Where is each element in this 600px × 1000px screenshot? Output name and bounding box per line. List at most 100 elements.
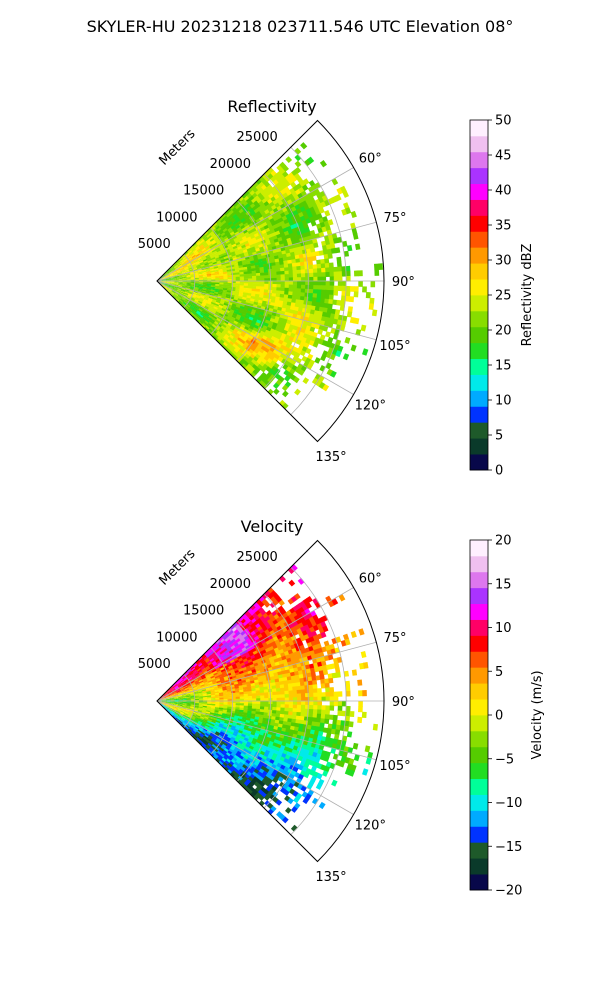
- colorbar-swatch: [470, 247, 488, 264]
- radial-tick-label: 15000: [183, 604, 224, 619]
- angle-tick-label: 135°: [315, 870, 346, 885]
- colorbar-tick-label: 30: [495, 254, 512, 269]
- colorbar-swatch: [470, 603, 488, 620]
- colorbar-swatch: [470, 374, 488, 391]
- velocity-colorbar: Velocity (m/s) −20 −15 −10 −5 0 5 10 15 20: [469, 534, 545, 899]
- angle-tick-label: 60°: [359, 151, 382, 166]
- colorbar-swatch: [470, 358, 488, 375]
- radial-tick-label: 5000: [138, 657, 171, 672]
- colorbar-tick-label: 5: [495, 429, 503, 444]
- colorbar-tick-label: −20: [495, 884, 522, 899]
- angle-tick-label: 90°: [392, 275, 415, 290]
- azimuth-spoke: [156, 700, 377, 761]
- colorbar-tick-label: 20: [495, 324, 512, 339]
- colorbar-tick-label: 35: [495, 219, 512, 234]
- colorbar-swatch: [470, 310, 488, 328]
- colorbar-tick-label: 45: [495, 149, 512, 164]
- radial-tick-label: 20000: [210, 577, 251, 592]
- colorbar-swatch: [470, 151, 488, 169]
- reflectivity-panel: Reflectivity Meters 5000 10000 15000 20000 2…: [138, 97, 535, 479]
- colorbar-swatch: [470, 842, 488, 859]
- colorbar-tick-label: 0: [495, 464, 503, 479]
- angle-tick-label: 75°: [383, 631, 406, 646]
- colorbar-tick-label: 15: [495, 359, 512, 374]
- azimuth-spoke: [156, 700, 354, 815]
- colorbar-swatch: [470, 667, 488, 684]
- colorbar-swatch: [470, 540, 488, 557]
- polar-grid: [156, 119, 385, 443]
- colorbar-swatch: [470, 263, 488, 280]
- azimuth-spoke: [156, 587, 354, 702]
- azimuth-spoke: [156, 280, 377, 341]
- colorbar-swatch: [470, 390, 488, 407]
- angle-tick-label: 105°: [379, 759, 410, 774]
- colorbar-swatch: [470, 762, 488, 780]
- colorbar-swatch: [470, 571, 488, 589]
- colorbar-label: Velocity (m/s): [530, 670, 545, 759]
- angle-tick-label: 135°: [315, 450, 346, 465]
- colorbar-swatch: [470, 651, 488, 668]
- radial-tick-label: 5000: [138, 237, 171, 252]
- colorbar-tick-label: 10: [495, 621, 512, 636]
- colorbar-swatch: [470, 874, 488, 891]
- azimuth-spoke: [156, 641, 377, 702]
- colorbar-tick-label: −5: [495, 752, 514, 767]
- colorbar-tick-label: −15: [495, 840, 522, 855]
- colorbar-swatch: [470, 746, 488, 764]
- angle-tick-label: 60°: [359, 571, 382, 586]
- colorbar-swatch: [470, 635, 488, 652]
- colorbar-swatch: [470, 715, 488, 732]
- angle-tick-label: 105°: [379, 339, 410, 354]
- colorbar-swatch: [470, 454, 488, 471]
- colorbar-tick-label: 10: [495, 394, 512, 409]
- colorbar-swatch: [470, 587, 488, 605]
- colorbar-swatch: [470, 794, 488, 811]
- colorbar-swatch: [470, 730, 488, 748]
- colorbar-swatch: [470, 858, 488, 875]
- colorbar-label: Reflectivity dBZ: [520, 244, 535, 347]
- plot-boundary: [156, 539, 385, 863]
- colorbar-tick-label: 25: [495, 289, 512, 304]
- colorbar-swatch: [470, 342, 488, 360]
- colorbar-tick-label: −10: [495, 796, 522, 811]
- radial-tick-label: 25000: [236, 130, 277, 145]
- colorbar-swatch: [470, 231, 488, 248]
- colorbar-tick-label: 40: [495, 184, 512, 199]
- colorbar-swatch: [470, 422, 488, 439]
- colorbar-swatch: [470, 326, 488, 344]
- colorbar-tick-label: 15: [495, 577, 512, 592]
- azimuth-spoke: [156, 280, 354, 395]
- colorbar-swatch: [470, 619, 488, 636]
- colorbar-swatch: [470, 199, 488, 216]
- colorbar-tick-label: 20: [495, 534, 512, 549]
- colorbar-tick-label: 5: [495, 665, 503, 680]
- colorbar-swatch: [470, 699, 488, 716]
- colorbar-tick-label: 50: [495, 114, 512, 129]
- azimuth-spoke: [156, 221, 377, 282]
- angle-tick-label: 120°: [355, 399, 386, 414]
- reflectivity-colorbar: Reflectivity dBZ 0 5 10 15 20 25 30 35 40 45 50: [469, 114, 535, 479]
- azimuth-spoke: [156, 167, 354, 282]
- colorbar-swatch: [470, 683, 488, 700]
- colorbar-swatch: [470, 120, 488, 137]
- radial-tick-label: 15000: [183, 184, 224, 199]
- angle-tick-label: 120°: [355, 819, 386, 834]
- colorbar-swatch: [470, 438, 488, 455]
- colorbar-swatch: [470, 778, 488, 795]
- panel-title: Velocity: [241, 517, 304, 536]
- radial-tick-label: 10000: [156, 211, 197, 226]
- colorbar-swatch: [470, 167, 488, 185]
- figure-title: SKYLER-HU 20231218 023711.546 UTC Elevat…: [87, 17, 514, 36]
- colorbar-swatch: [470, 295, 488, 312]
- axis-labels: Meters 5000 10000 15000 20000 25000 60° 75° 90°…: [138, 546, 415, 885]
- colorbar-swatch: [470, 826, 488, 843]
- colorbar-swatch: [470, 555, 488, 573]
- plot-boundary: [156, 119, 385, 443]
- radial-tick-label: 25000: [236, 550, 277, 565]
- polar-grid: [156, 539, 385, 863]
- colorbar-tick-label: 0: [495, 709, 503, 724]
- angle-tick-label: 75°: [383, 211, 406, 226]
- angle-tick-label: 90°: [392, 695, 415, 710]
- radial-axis-label: Meters: [157, 126, 199, 168]
